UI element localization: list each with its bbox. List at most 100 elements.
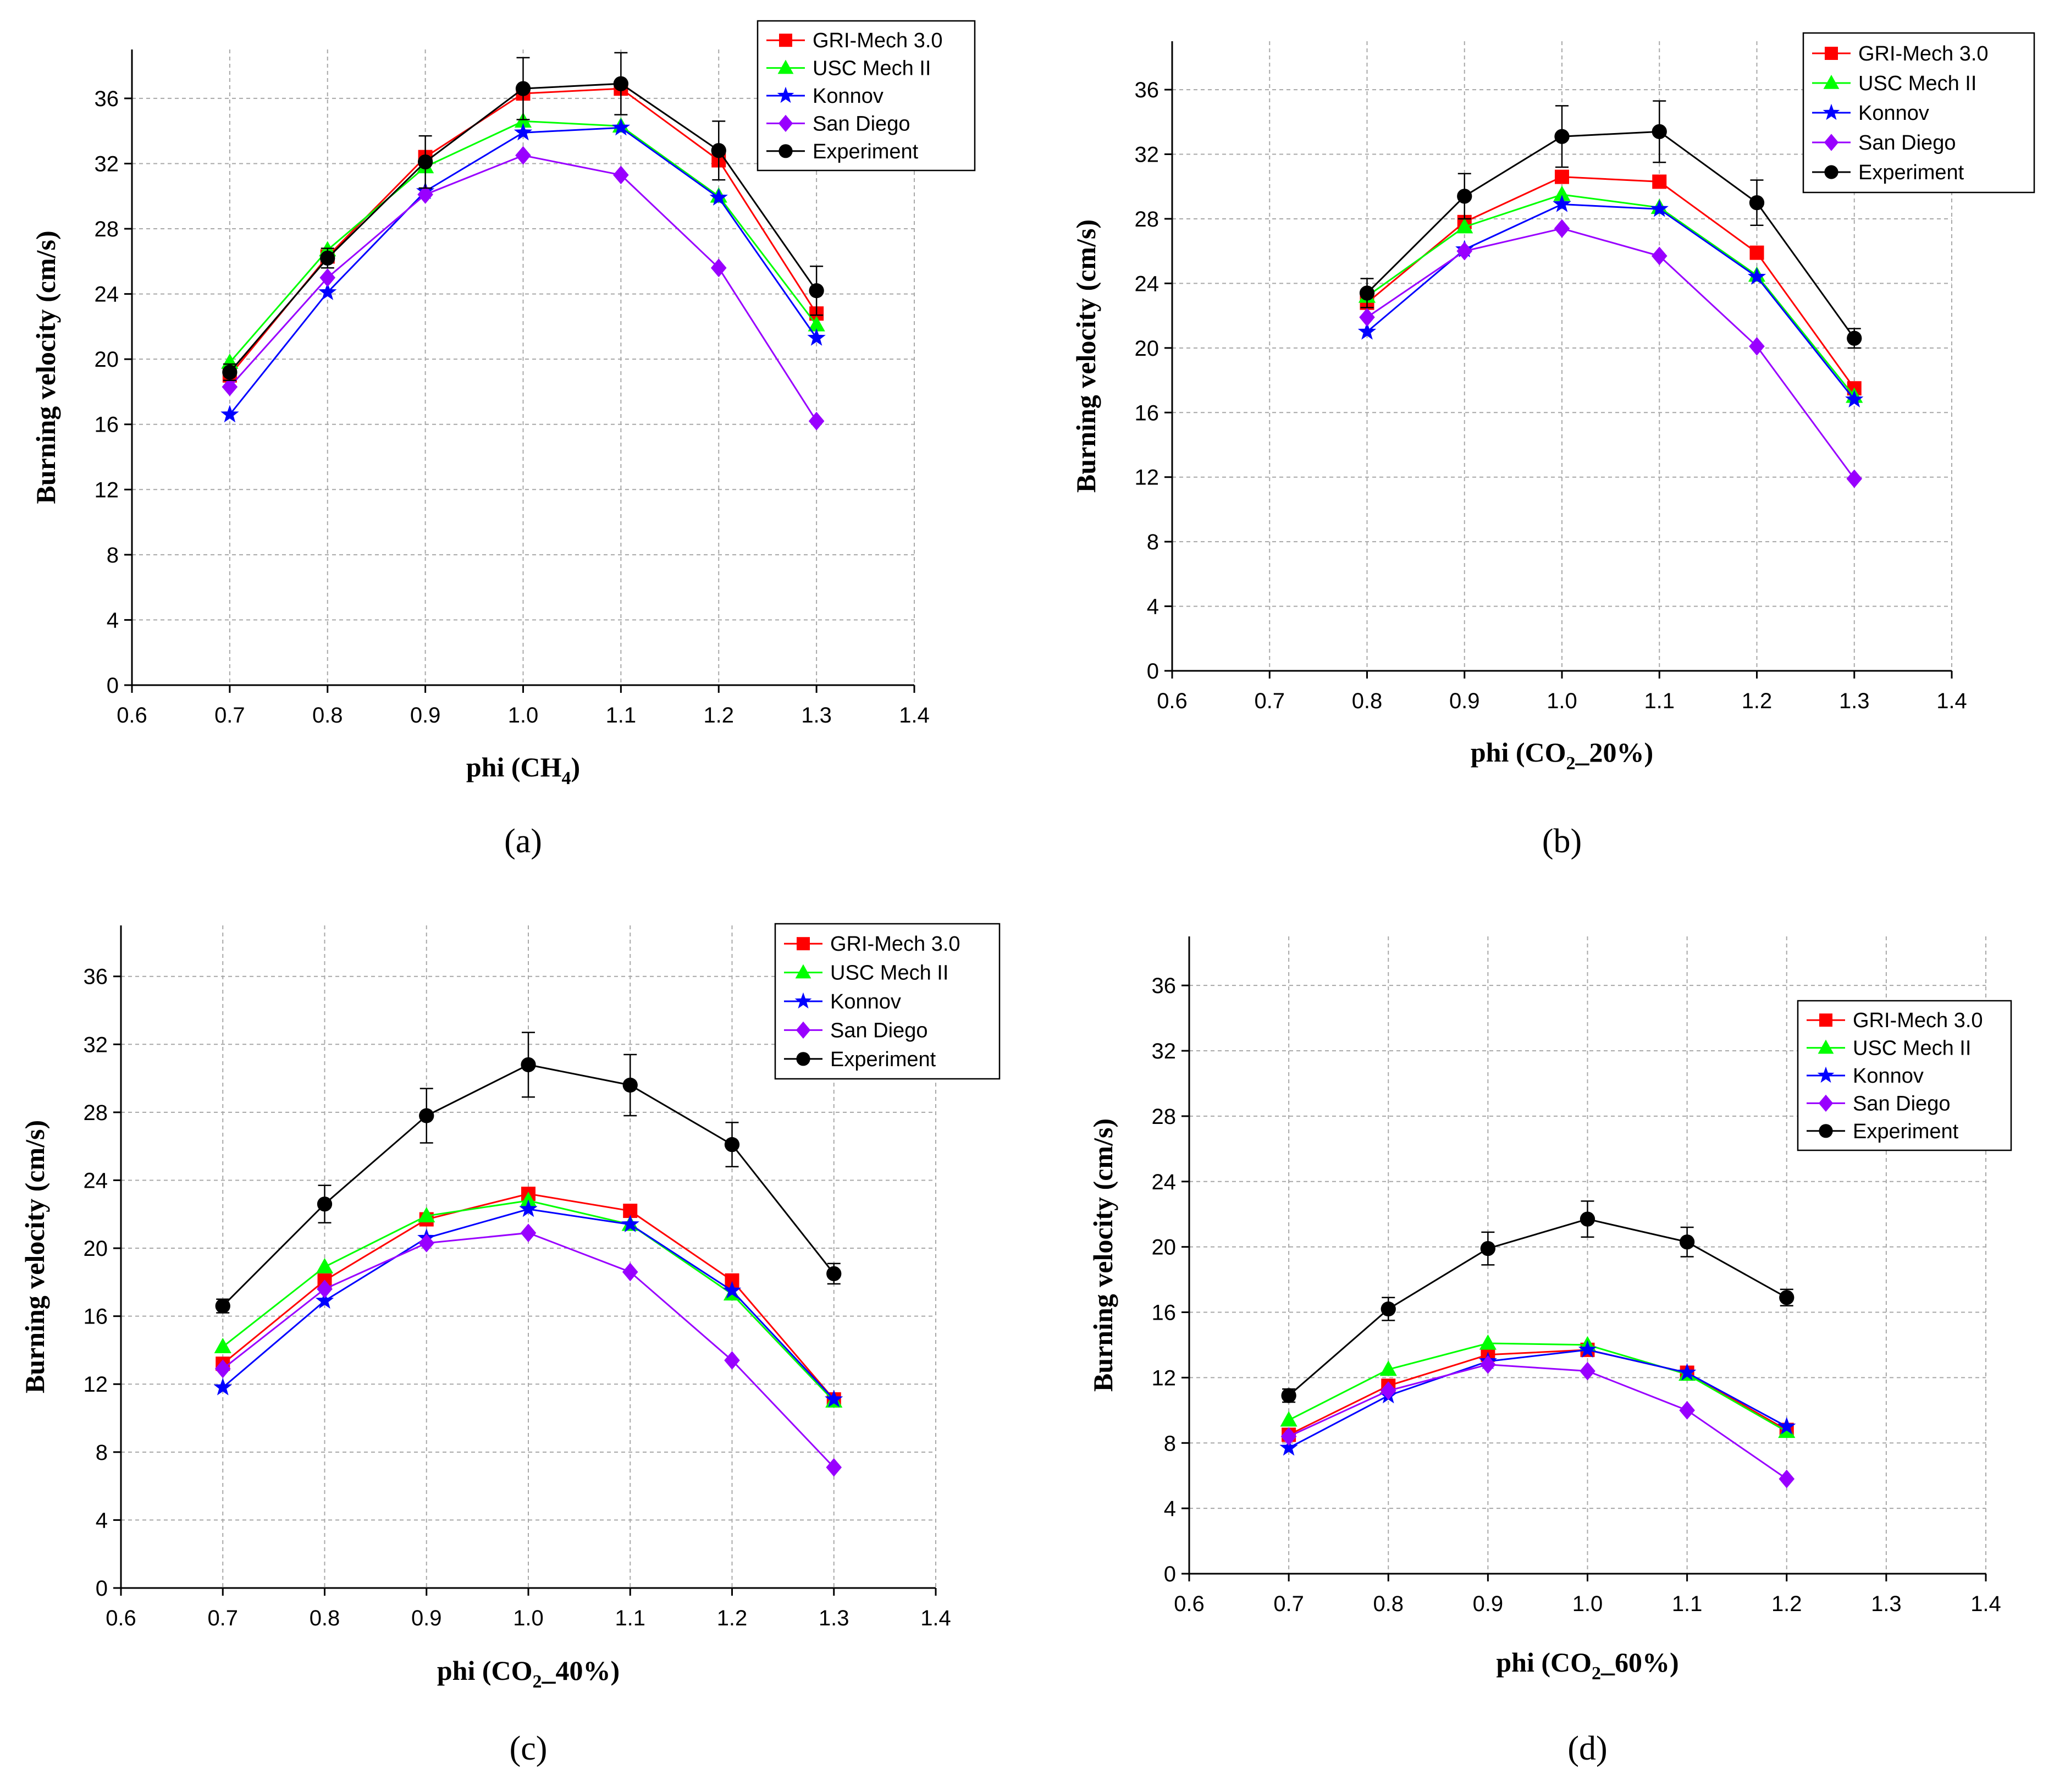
x-tick-label: 0.9 [411,1606,442,1630]
data-point [1651,246,1668,266]
x-tick-label: 1.0 [508,703,539,727]
data-point [826,1266,842,1282]
legend-entry: USC Mech II [1858,72,1976,95]
data-point [1749,337,1765,356]
series-line [1288,1349,1787,1436]
data-point [1845,390,1864,407]
data-point [520,1192,537,1207]
legend-swatch-marker [796,1021,811,1039]
x-axis-label: phi (CO2_20%) [1471,737,1653,774]
x-tick-label: 1.3 [1839,689,1870,713]
x-axis-label-end: _40%) [542,1655,620,1686]
legend-swatch-marker [1825,47,1838,60]
x-tick-label: 1.3 [801,703,832,727]
data-point [722,1281,742,1299]
x-tick-label: 0.8 [1352,689,1383,713]
series-line [1366,194,1855,397]
x-axis-label-main: phi (CH [466,752,562,782]
data-point [316,1258,334,1273]
chart-panel-3: 0.6 0.7 0.8 0.9 1.0 1.1 1.2 1.3 1.4 0 4 8 12 16 20 24 28… [19,923,1001,1767]
series-experiment [215,1032,842,1314]
data-point [221,353,239,369]
data-point [222,377,238,396]
data-point [1480,1355,1496,1374]
y-tick-label: 0 [107,674,119,698]
series-san-diego [1280,1355,1795,1488]
legend-entry: Konnov [1858,102,1929,125]
y-tick-label: 16 [1135,401,1159,425]
data-point [711,143,726,158]
y-tick-label: 24 [84,1168,108,1193]
y-tick-label: 16 [1152,1301,1177,1325]
data-point [613,166,629,185]
x-axis-label-main: phi (CO [1471,737,1566,768]
data-point [611,118,631,136]
legend-entry: Experiment [813,140,919,163]
y-tick-label: 28 [1152,1105,1177,1129]
data-point [1749,195,1765,211]
legend-swatch-marker [1819,1124,1833,1138]
legend-swatch-marker [778,114,793,132]
data-point [320,250,335,266]
panel-label: (d) [1567,1730,1607,1767]
data-point [317,1280,333,1299]
series-konnov [213,1199,843,1408]
x-tick-label: 0.6 [1174,1592,1205,1616]
x-tick-label: 1.1 [1644,689,1675,713]
x-tick-label: 0.7 [1273,1592,1304,1616]
data-point [521,1057,536,1073]
data-point [519,1199,538,1217]
data-point [1847,330,1862,346]
y-tick-label: 32 [95,152,119,176]
data-point [1749,245,1764,260]
legend-entry: USC Mech II [1853,1037,1971,1060]
legend-swatch-marker [1823,75,1840,89]
x-tick-label: 1.0 [513,1606,544,1630]
panel-label: (c) [510,1730,548,1767]
legend-swatch-marker [795,964,811,979]
y-tick-label: 0 [96,1576,108,1601]
data-point [1580,1361,1595,1381]
data-point [419,1108,434,1123]
y-tick-label: 24 [1152,1170,1177,1194]
y-tick-label: 12 [1152,1366,1177,1390]
data-point [515,146,531,165]
data-point [1679,1234,1695,1250]
series-san-diego [1359,219,1863,488]
x-tick-label: 1.0 [1547,689,1577,713]
chart-panel-1: 0.6 0.7 0.8 0.9 1.0 1.1 1.2 1.3 1.4 0 4 8 12 16 20 24 28… [30,20,976,860]
y-tick-label: 16 [84,1305,108,1329]
data-point [807,328,826,346]
legend-swatch-marker [1818,1094,1834,1112]
series-gri-mech-3-0 [1360,169,1862,396]
legend-entry: San Diego [1858,131,1956,155]
x-tick-label: 1.2 [1742,689,1773,713]
y-tick-label: 0 [1164,1562,1176,1586]
y-tick-label: 24 [1135,272,1159,296]
data-point [1779,1469,1795,1488]
series-line [1288,1364,1787,1480]
x-tick-label: 0.6 [1157,689,1188,713]
data-point [515,81,531,96]
data-point [1578,1340,1597,1358]
x-tick-label: 1.1 [1672,1592,1703,1616]
legend-entry: GRI-Mech 3.0 [813,29,943,52]
x-axis-label-subscript: 2 [1566,753,1576,774]
data-point [1381,1301,1396,1317]
series-san-diego [214,1223,842,1477]
x-tick-label: 1.4 [899,703,930,727]
y-tick-label: 12 [1135,466,1159,490]
x-tick-label: 0.6 [106,1606,136,1630]
data-point [1555,169,1569,184]
y-axis-label: Burning velocity (cm/s) [1087,1118,1118,1392]
x-axis-label-end: _60%) [1600,1647,1679,1678]
data-point [724,1351,740,1370]
y-tick-label: 36 [1152,974,1177,998]
y-tick-label: 28 [1135,207,1159,231]
data-point [1554,219,1570,238]
legend-swatch-marker [778,144,793,158]
data-point [1479,1334,1497,1350]
data-point [317,1196,333,1212]
data-point [724,1137,740,1153]
